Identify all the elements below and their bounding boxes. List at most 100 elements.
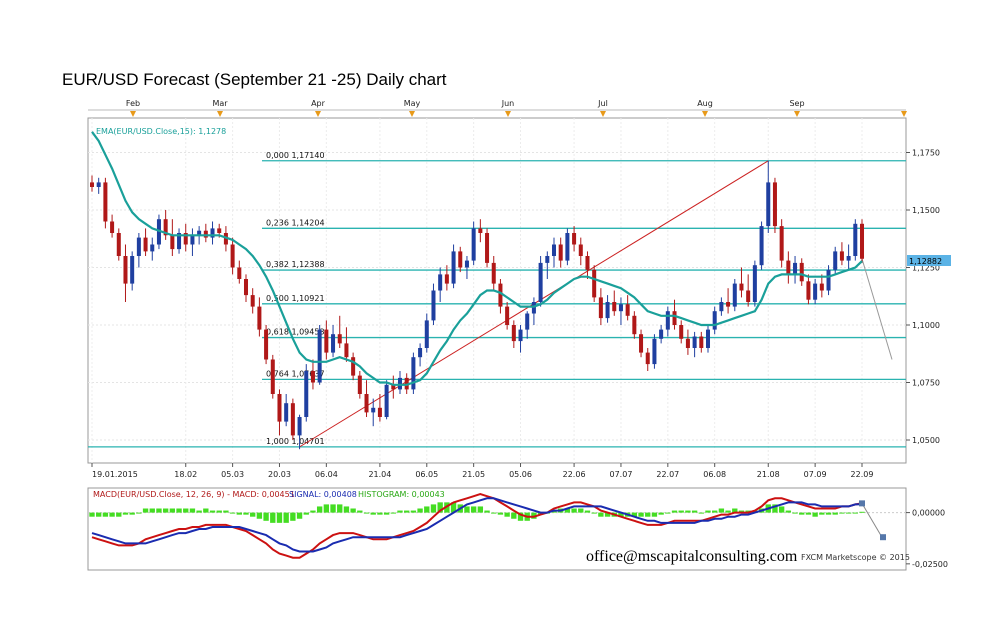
candle	[672, 299, 677, 330]
candle	[612, 290, 617, 316]
x-tick-label: 20.03	[268, 470, 291, 479]
candle-body	[451, 251, 456, 284]
histogram-bar	[136, 512, 142, 514]
candle-body	[163, 219, 168, 236]
candle-body	[498, 283, 503, 307]
y-tick-label: 1,1750	[912, 149, 940, 158]
histogram-bar	[571, 508, 577, 513]
candle-body	[391, 384, 396, 390]
candle-body	[665, 311, 670, 330]
candle	[250, 288, 255, 314]
candle-body	[431, 290, 436, 321]
candle-body	[705, 329, 711, 348]
candle	[116, 228, 121, 261]
candle-body	[237, 267, 242, 279]
candle-body	[143, 237, 148, 252]
candle	[772, 177, 777, 233]
candle-body	[110, 221, 115, 233]
axes: 1,1750 1,1500 1,1250 1,1000 1,0750 1,0500 19.0…	[91, 99, 940, 479]
candle-body	[177, 233, 182, 250]
histogram-bar	[799, 512, 805, 515]
candle-body	[257, 306, 262, 330]
candle-body	[612, 302, 617, 312]
histogram-bar	[517, 512, 524, 521]
candle	[859, 219, 865, 263]
y-tick-label: 1,0750	[912, 379, 940, 388]
histogram-bar	[464, 506, 470, 513]
candle	[766, 160, 771, 233]
month-marker	[600, 111, 606, 117]
histogram-bar	[718, 508, 725, 513]
histogram-label: HISTOGRAM: 0,00043	[358, 490, 445, 499]
fibonacci-level-label: 0,618 1,09453	[266, 328, 325, 337]
current-price-tag-bg	[907, 255, 951, 266]
candle-body	[203, 230, 208, 238]
candle	[786, 251, 791, 284]
candle-body	[572, 233, 577, 245]
candle	[324, 320, 329, 360]
candle	[572, 226, 577, 252]
histogram-bar	[852, 512, 858, 514]
candle	[719, 297, 724, 316]
histogram-bar	[832, 512, 838, 515]
candle-body	[331, 334, 336, 353]
candle	[545, 251, 550, 279]
histogram-bar	[176, 508, 182, 513]
candle	[384, 380, 389, 420]
histogram-bar	[819, 512, 825, 515]
month-marker	[217, 111, 223, 117]
candle	[659, 325, 664, 344]
histogram-bar	[725, 510, 731, 513]
candle-body	[759, 226, 764, 266]
month-marker	[702, 111, 708, 117]
histogram-bar	[343, 506, 350, 513]
histogram-bar	[196, 510, 202, 513]
candle	[525, 311, 530, 339]
histogram-bar	[685, 510, 691, 513]
candle-body	[150, 244, 155, 252]
histogram-bar	[504, 512, 510, 517]
candle	[471, 221, 476, 266]
histogram-bar	[296, 512, 303, 519]
candle-body	[779, 226, 784, 261]
candle	[270, 354, 275, 399]
projection-line	[861, 258, 893, 360]
candle	[264, 325, 269, 365]
fibonacci-level-label: 1,000 1,04701	[266, 437, 325, 446]
histogram-bar	[424, 506, 430, 513]
candle	[230, 237, 235, 275]
candle-body	[551, 244, 557, 256]
candle	[665, 306, 670, 337]
fibonacci-level-label: 0,382 1,12388	[266, 260, 325, 269]
candle	[103, 177, 108, 229]
histogram-bar	[712, 510, 718, 513]
candle	[351, 352, 356, 381]
fibonacci-level-label: 0,000 1,17140	[266, 151, 325, 160]
candle	[558, 237, 563, 268]
histogram-bar	[678, 510, 684, 513]
candle-body	[377, 407, 382, 417]
month-label: Feb	[126, 99, 140, 108]
histogram-bar	[377, 512, 383, 515]
histogram-bar	[450, 502, 457, 513]
macd-projection-line	[861, 503, 883, 538]
candle-body	[819, 283, 824, 291]
histogram-bar	[189, 508, 196, 513]
histogram-bar	[323, 504, 330, 513]
candle	[685, 329, 690, 355]
histogram-bar	[390, 512, 396, 514]
candle-body	[672, 311, 677, 325]
histogram-bar	[250, 512, 256, 517]
candle	[304, 364, 309, 422]
histogram-bar	[383, 512, 390, 515]
candle-body	[364, 394, 369, 413]
month-label: Mar	[212, 99, 228, 108]
y-tick-label: 1,1250	[912, 264, 940, 273]
histogram-bar	[732, 508, 738, 513]
candle-body	[277, 394, 282, 422]
candle	[310, 359, 315, 390]
candle-body	[712, 311, 717, 330]
candle-body	[799, 262, 804, 282]
fibonacci-levels: 0,000 1,17140 0,236 1,14204 0,382 1,12388 0…	[88, 151, 906, 448]
